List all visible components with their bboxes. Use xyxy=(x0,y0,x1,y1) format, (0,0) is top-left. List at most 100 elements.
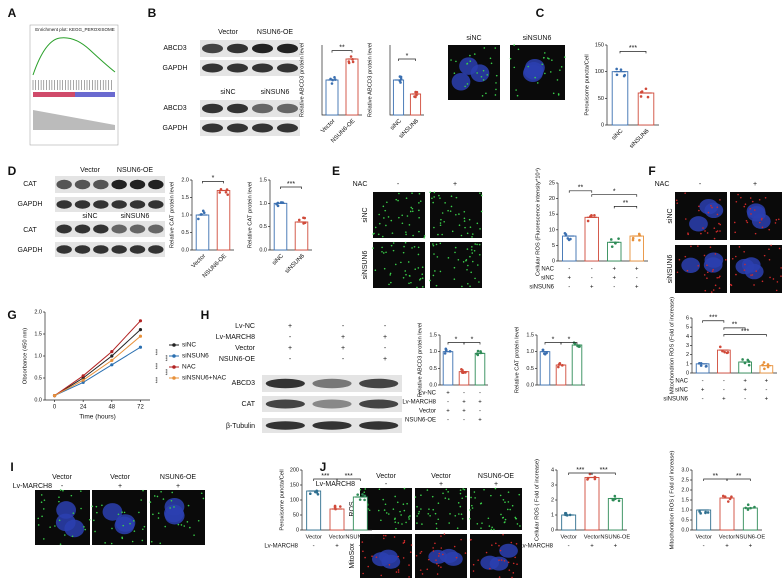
speck xyxy=(740,196,742,199)
speck xyxy=(472,570,475,572)
condition-mark: - xyxy=(568,267,570,273)
speck xyxy=(508,569,511,571)
speck xyxy=(403,487,406,490)
condition-name: NAC xyxy=(541,267,554,273)
speck xyxy=(486,74,489,76)
speck xyxy=(499,494,502,497)
speck xyxy=(751,200,754,203)
speck xyxy=(759,221,761,224)
dot xyxy=(704,365,708,368)
speck xyxy=(95,505,98,508)
speck xyxy=(735,200,738,203)
nucleus xyxy=(522,64,543,82)
condition-mark: - xyxy=(384,345,387,352)
speck xyxy=(63,534,66,536)
speck xyxy=(500,513,502,516)
speck xyxy=(94,530,96,533)
condition-mark: + xyxy=(462,409,466,415)
speck xyxy=(434,512,437,515)
speck xyxy=(780,275,782,277)
dot xyxy=(593,213,596,217)
speck xyxy=(776,281,779,283)
speck xyxy=(460,513,463,515)
label: Enrichment plot: KEGG_PEROXISOME xyxy=(35,27,115,32)
micrograph xyxy=(469,487,522,531)
bar xyxy=(759,365,774,374)
band xyxy=(74,200,91,209)
speck xyxy=(37,517,40,520)
dot xyxy=(730,495,733,498)
label: NAC xyxy=(353,181,368,188)
dot xyxy=(281,201,284,204)
bar xyxy=(637,92,655,126)
speck xyxy=(405,273,407,276)
y-tick-label: 0 xyxy=(601,122,604,128)
speck xyxy=(395,571,398,573)
speck xyxy=(390,244,393,247)
speck xyxy=(440,566,442,568)
speck xyxy=(753,209,756,211)
condition-name: Lv-MARCH8 xyxy=(264,544,298,550)
speck xyxy=(453,266,456,269)
speck xyxy=(377,233,380,236)
x-tick-label: 24 xyxy=(80,405,87,411)
speck xyxy=(753,284,755,286)
speck xyxy=(382,205,385,208)
band xyxy=(265,378,305,389)
speck xyxy=(512,562,515,565)
speck xyxy=(408,274,411,277)
band xyxy=(202,43,223,54)
nucleus xyxy=(744,263,764,280)
speck xyxy=(361,541,364,543)
speck xyxy=(62,489,64,492)
speck xyxy=(503,560,506,562)
speck xyxy=(744,263,746,266)
label: GAPDH xyxy=(18,201,43,208)
dot xyxy=(308,492,312,496)
speck xyxy=(471,236,473,238)
speck xyxy=(510,541,513,544)
speck xyxy=(764,196,767,199)
dot xyxy=(202,211,206,215)
speck xyxy=(715,230,718,233)
speck xyxy=(684,192,686,194)
speck xyxy=(713,227,716,229)
speck xyxy=(439,242,442,245)
sig-label: *** xyxy=(345,473,353,480)
band xyxy=(129,179,146,190)
dot xyxy=(541,348,545,352)
dot xyxy=(226,193,229,196)
speck xyxy=(380,519,382,522)
point xyxy=(81,374,85,378)
x-tick-label: siNC xyxy=(611,128,625,142)
condition-mark: + xyxy=(341,334,345,341)
label: Lv-MARCH8 xyxy=(13,483,52,490)
label: ABCD3 xyxy=(232,380,255,387)
sig-label: *** xyxy=(155,348,161,355)
speck xyxy=(401,214,403,217)
condition-mark: + xyxy=(288,323,292,330)
speck xyxy=(404,270,407,272)
speck xyxy=(454,514,457,517)
dot xyxy=(747,360,751,363)
speck xyxy=(515,517,518,520)
speck xyxy=(392,508,395,510)
band xyxy=(111,245,127,254)
speck xyxy=(423,235,426,237)
speck xyxy=(518,493,521,496)
speck xyxy=(384,503,387,506)
speck xyxy=(461,517,464,520)
y-tick-label: 0.0 xyxy=(34,397,42,403)
condition-mark: + xyxy=(614,544,618,550)
speck xyxy=(396,501,399,504)
speck xyxy=(459,492,462,495)
dot xyxy=(558,361,562,365)
speck xyxy=(509,508,511,511)
speck xyxy=(480,194,483,197)
point xyxy=(110,358,114,362)
dot xyxy=(762,361,766,364)
dot xyxy=(741,358,744,361)
sig-bracket xyxy=(463,342,481,345)
y-tick-label: 2.0 xyxy=(181,177,189,183)
speck xyxy=(378,488,381,491)
